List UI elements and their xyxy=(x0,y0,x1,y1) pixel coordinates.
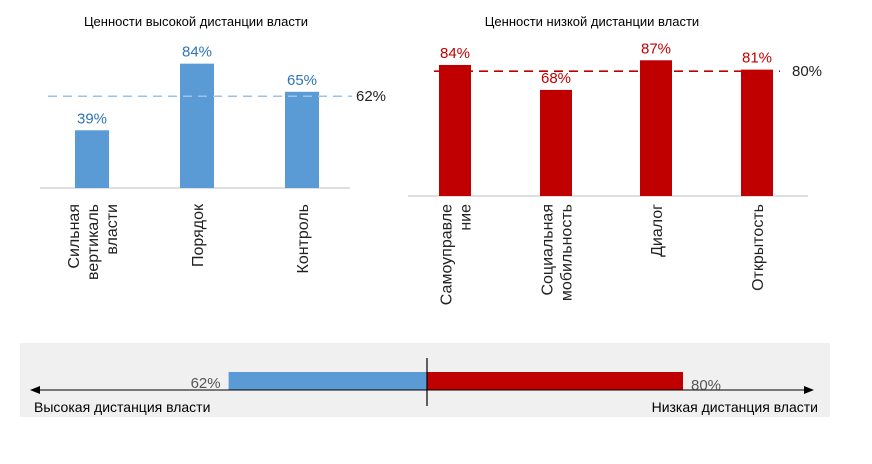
low-category-label: Диалог xyxy=(649,204,666,257)
chart-title-high: Ценности высокой дистанции власти xyxy=(84,14,308,29)
scale-left-label: Высокая дистанция власти xyxy=(34,399,210,415)
scale-arrow-right-icon xyxy=(804,386,814,394)
low-data-label: 87% xyxy=(641,40,671,57)
low-category-line: Самоуправле xyxy=(439,204,456,305)
high-category-label: Сильная вертикаль власти xyxy=(66,204,121,280)
low-category-label: Открытость xyxy=(750,204,767,291)
low-category-line: Диалог xyxy=(649,204,666,257)
high-category-line: Контроль xyxy=(295,204,312,274)
low-data-label: 84% xyxy=(440,45,470,62)
low-bar xyxy=(439,64,471,197)
high-category-line: Порядок xyxy=(190,203,207,267)
low-data-label: 81% xyxy=(742,50,772,67)
low-data-label: 68% xyxy=(541,70,571,87)
chart-title-low: Ценности низкой дистанции власти xyxy=(485,14,699,29)
low-category-label: Самоуправле ние xyxy=(439,204,475,305)
scale-left-value: 62% xyxy=(191,375,221,392)
low-category-line: Открытость xyxy=(750,204,767,291)
high-category-label: Контроль xyxy=(295,204,312,274)
low-category-line: Социальная xyxy=(540,204,557,296)
high-power-distance-chart: Ценности высокой дистанции власти 39% 84%… xyxy=(40,14,386,280)
low-category-line: мобильность xyxy=(559,204,576,301)
low-reference-label: 80% xyxy=(792,63,822,80)
high-category-line: власти xyxy=(104,204,121,255)
scale-bar-low xyxy=(427,372,683,390)
high-data-label: 65% xyxy=(287,72,317,89)
high-bar xyxy=(285,91,319,188)
high-bar xyxy=(180,63,214,188)
high-reference-label: 62% xyxy=(356,88,386,105)
low-category-line: ние xyxy=(458,204,475,231)
high-data-label: 84% xyxy=(182,44,212,61)
low-bar xyxy=(640,60,672,196)
scale-bar-high xyxy=(228,372,427,390)
low-category-label: Социальная мобильность xyxy=(540,204,576,301)
high-bar xyxy=(75,130,109,188)
low-bar xyxy=(741,69,773,196)
high-data-label: 39% xyxy=(77,110,107,127)
low-bar xyxy=(540,89,572,196)
scale-arrow-left-icon xyxy=(30,386,40,394)
high-category-line: вертикаль xyxy=(85,204,102,280)
scale-right-value: 80% xyxy=(691,377,721,394)
high-category-line: Сильная xyxy=(66,204,83,269)
scale-right-label: Низкая дистанция власти xyxy=(652,399,818,415)
power-distance-scale: Высокая дистанция власти Низкая дистанци… xyxy=(20,343,830,417)
low-power-distance-chart: Ценности низкой дистанции власти 84% 68% 8… xyxy=(408,14,822,305)
high-category-label: Порядок xyxy=(190,203,207,267)
